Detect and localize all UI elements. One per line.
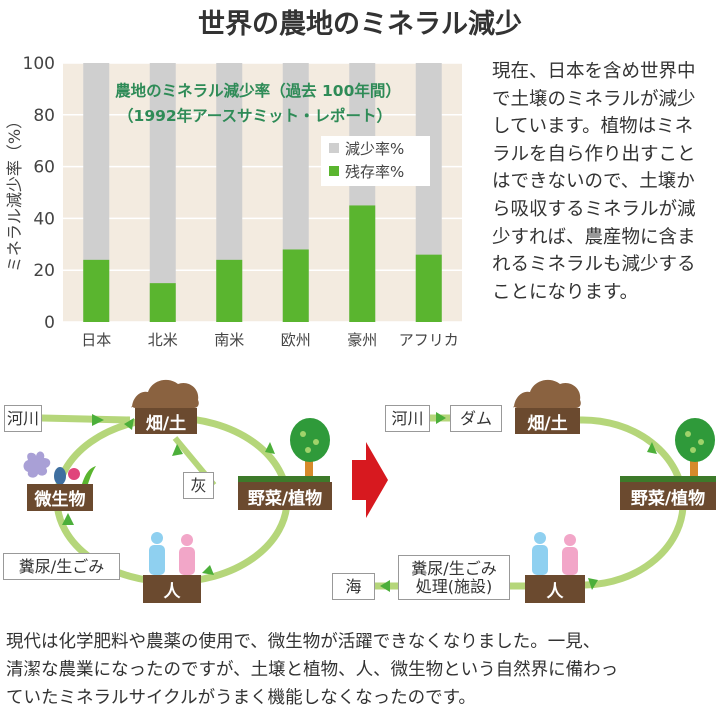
arrow-mark bbox=[647, 442, 657, 454]
x-tick-label: 北米 bbox=[148, 331, 178, 349]
explanation-paragraph: 現在、日本を含め世界中 で土壌のミネラルが減少 しています。植物はミネ ラルを自… bbox=[492, 58, 718, 306]
para-line: はできないので、土壌か bbox=[492, 171, 695, 193]
field-soil-label: 畑/土 bbox=[135, 408, 197, 434]
y-tick-label: 80 bbox=[33, 106, 55, 126]
tree-icon bbox=[620, 418, 716, 482]
para-line: ら吸収するミネラルが減 bbox=[492, 198, 696, 220]
x-tick-label: 欧州 bbox=[281, 331, 311, 349]
para-line: 少すれば、農産物に含ま bbox=[492, 226, 696, 248]
bar-remaining-5 bbox=[415, 254, 442, 322]
legend bbox=[321, 136, 430, 186]
x-tick-label: 日本 bbox=[81, 331, 111, 349]
bar-decrease-1 bbox=[149, 63, 176, 322]
bottom-line: 現代は化学肥料や農薬の使用で、微生物が活躍できなくなりました。一見、 bbox=[6, 632, 601, 652]
river-label: 河川 bbox=[4, 405, 42, 432]
field-soil-label: 畑/土 bbox=[515, 408, 580, 434]
bottom-line: 清潔な農業になったのですが、土壌と植物、人、微生物という自然界に備わっ bbox=[6, 660, 619, 680]
legend-swatch bbox=[329, 143, 339, 153]
river-label: 河川 bbox=[385, 405, 430, 432]
ash-label: 灰 bbox=[183, 472, 214, 499]
para-line: ラルを自ら作り出すこと bbox=[492, 143, 696, 165]
legend-swatch bbox=[329, 166, 339, 176]
dam-label: ダム bbox=[450, 405, 502, 432]
bottom-text: 現代は化学肥料や農薬の使用で、微生物が活躍できなくなりました。一見、 清潔な農業… bbox=[6, 628, 618, 712]
bottom-line: ていたミネラルサイクルがうまく機能しなくなったのです。 bbox=[6, 688, 476, 708]
para-line: しています。植物はミネ bbox=[492, 116, 694, 138]
plants-label: 野菜/植物 bbox=[238, 482, 332, 510]
transition-arrow-icon bbox=[352, 442, 388, 518]
page-title: 世界の農地のミネラル減少 bbox=[198, 9, 522, 40]
bar-remaining-2 bbox=[216, 259, 243, 322]
para-line: 現在、日本を含め世界中 bbox=[492, 61, 696, 82]
arrow-mark bbox=[380, 580, 390, 592]
arrow-mark bbox=[202, 565, 214, 575]
microbe-icon bbox=[23, 451, 96, 485]
soil-pile-icon bbox=[513, 379, 581, 408]
bar-remaining-4 bbox=[349, 205, 376, 322]
arrow-mark bbox=[588, 578, 598, 590]
plants-label: 野菜/植物 bbox=[620, 482, 716, 510]
mineral-chart: 0 20 40 60 80 100 日本 北米 南米 欧州 豪州 アフリカ 農地のミネラル減少率（過去 … bbox=[5, 54, 462, 349]
para-line: で土壌のミネラルが減少 bbox=[492, 88, 696, 110]
chart-subtitle: （1992年アースサミット・レポート） bbox=[118, 106, 392, 125]
x-tick-label: 豪州 bbox=[347, 331, 377, 349]
sea-label: 海 bbox=[332, 573, 375, 600]
x-tick-label: アフリカ bbox=[399, 331, 459, 349]
people-label: 人 bbox=[525, 575, 585, 603]
river-flow bbox=[41, 414, 131, 424]
arrow-mark bbox=[124, 418, 134, 430]
legend-label: 残存率% bbox=[345, 163, 404, 181]
y-axis-label: ミネラル減少率（%） bbox=[5, 113, 24, 272]
arrow-mark bbox=[172, 444, 183, 456]
waste-label: 糞尿/生ごみ bbox=[3, 553, 120, 580]
waste-treatment-label: 糞尿/生ごみ 処理(施設) bbox=[398, 555, 510, 600]
para-line: れるミネラルも減少する bbox=[492, 254, 696, 276]
arrow-mark bbox=[436, 412, 446, 424]
bar-remaining-0 bbox=[83, 259, 110, 322]
y-tick-label: 100 bbox=[23, 54, 55, 74]
para-line: ことになります。 bbox=[492, 281, 639, 303]
arrow-mark bbox=[62, 513, 74, 525]
soil-pile-icon bbox=[131, 379, 199, 408]
bar-remaining-1 bbox=[149, 283, 176, 322]
y-tick-label: 20 bbox=[33, 261, 55, 281]
people-icon bbox=[149, 532, 195, 575]
legend-label: 減少率% bbox=[345, 140, 404, 158]
tree-icon bbox=[238, 418, 330, 482]
y-tick-label: 0 bbox=[44, 313, 55, 333]
microbe-label: 微生物 bbox=[27, 484, 93, 511]
people-icon bbox=[532, 532, 578, 575]
y-tick-label: 60 bbox=[33, 158, 55, 178]
arrow-mark bbox=[265, 442, 275, 454]
x-tick-label: 南米 bbox=[214, 331, 244, 349]
waste-treatment-line: 処理(施設) bbox=[415, 576, 493, 596]
chart-title: 農地のミネラル減少率（過去 100年間） bbox=[115, 81, 401, 100]
plot-area bbox=[63, 63, 462, 322]
waste-treatment-line: 糞尿/生ごみ bbox=[411, 558, 497, 578]
people-label: 人 bbox=[143, 575, 201, 603]
y-tick-label: 40 bbox=[33, 209, 55, 229]
arrow-mark bbox=[92, 414, 104, 426]
bar-remaining-3 bbox=[282, 249, 309, 322]
